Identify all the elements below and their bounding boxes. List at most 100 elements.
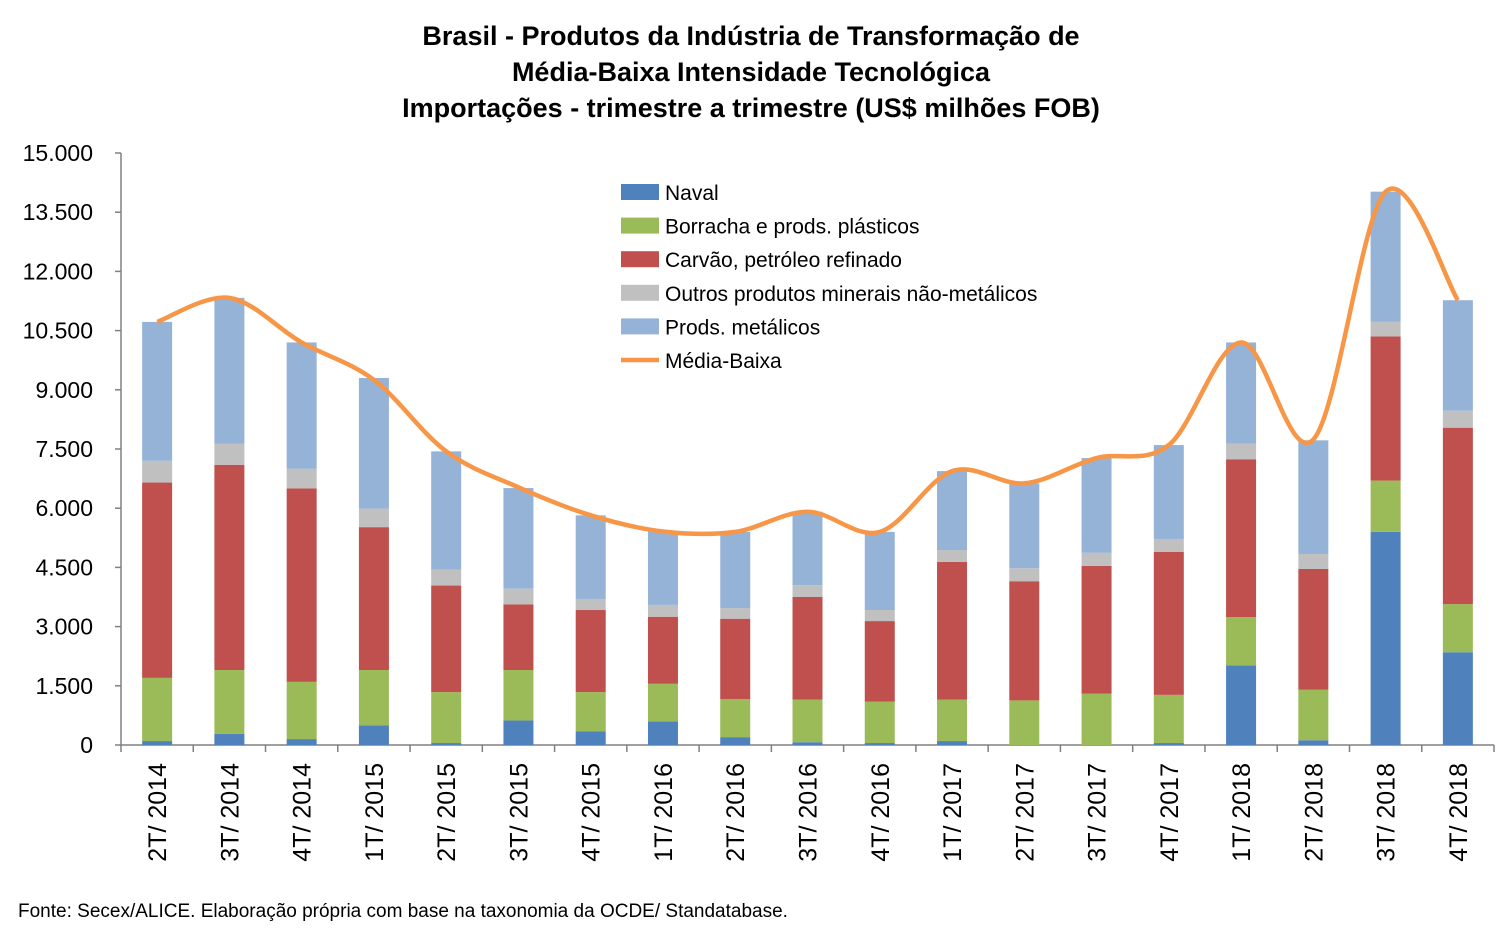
x-tick-label: 3T/ 2017 — [1084, 763, 1112, 862]
bar-segment — [720, 618, 751, 700]
bar-segment — [503, 588, 534, 605]
bar-segment — [1298, 740, 1329, 745]
bar-segment — [1153, 694, 1184, 744]
bar-segment — [1442, 427, 1473, 605]
bar-segment — [1298, 568, 1329, 690]
legend-label: Prods. metálicos — [665, 316, 820, 339]
bar-segment — [1153, 538, 1184, 553]
bar-segment — [1370, 480, 1401, 532]
y-tick-label: 3.000 — [35, 614, 93, 640]
chart-title: Brasil - Produtos da Indústria de Transf… — [0, 18, 1502, 126]
y-tick-label: 6.000 — [35, 495, 93, 521]
x-tick-label: 2T/ 2014 — [144, 763, 172, 862]
y-tick-label: 15.000 — [23, 140, 93, 166]
bar-segment — [1081, 458, 1112, 553]
bar-segment — [503, 488, 534, 589]
bar-segment — [214, 297, 245, 444]
bar-segment — [431, 569, 462, 586]
bar-segment — [1442, 604, 1473, 653]
y-tick-label: 7.500 — [35, 436, 93, 462]
bar-segment — [937, 741, 968, 745]
x-tick-label: 4T/ 2016 — [867, 763, 895, 862]
bar-segment — [286, 681, 317, 740]
bar-segment — [720, 531, 751, 609]
bar-segment — [358, 377, 389, 509]
bar-segment — [1298, 689, 1329, 741]
legend-label: Naval — [665, 182, 719, 205]
bar-segment — [1298, 553, 1329, 569]
bar-segment — [1298, 440, 1329, 554]
x-tick-label: 3T/ 2014 — [216, 763, 244, 862]
bar-segment — [1442, 300, 1473, 411]
legend-swatch — [621, 284, 659, 301]
bar-segment — [142, 460, 173, 483]
bar-segment — [503, 670, 534, 721]
bar-segment — [1081, 565, 1112, 694]
x-tick-label: 4T/ 2017 — [1156, 763, 1184, 862]
bar-segment — [720, 737, 751, 745]
bar-segment — [1153, 743, 1184, 745]
x-tick-label: 2T/ 2015 — [433, 763, 461, 862]
bar-segment — [575, 598, 606, 611]
bar-segment — [358, 670, 389, 726]
legend-label: Carvão, petróleo refinado — [665, 249, 902, 272]
bar-segment — [792, 511, 823, 586]
bar-segment — [647, 604, 678, 617]
x-tick-label: 3T/ 2016 — [795, 763, 823, 862]
bar-segment — [431, 692, 462, 744]
bar-segment — [1370, 531, 1401, 745]
x-tick-label: 4T/ 2015 — [578, 763, 606, 862]
bar-segment — [142, 321, 173, 461]
legend-label: Borracha e prods. plásticos — [665, 216, 919, 239]
bar-segment — [1081, 693, 1112, 745]
bar-segment — [937, 471, 968, 551]
bar-segment — [864, 743, 895, 745]
bar-segment — [575, 692, 606, 732]
x-tick-label: 1T/ 2018 — [1228, 763, 1256, 862]
bar-segment — [575, 610, 606, 693]
bar-segment — [1009, 568, 1040, 582]
bar-segment — [864, 531, 895, 611]
y-tick-label: 0 — [80, 732, 93, 758]
bar-segment — [792, 742, 823, 745]
bar-segment — [720, 699, 751, 738]
bar-segment — [1226, 342, 1257, 444]
x-tick-label: 1T/ 2015 — [361, 763, 389, 862]
bar-segment — [647, 683, 678, 722]
bar-segment — [647, 616, 678, 684]
bar-segment — [792, 699, 823, 743]
bar-segment — [792, 597, 823, 700]
bar-segment — [142, 677, 173, 742]
bar-segment — [431, 451, 462, 570]
y-tick-label: 9.000 — [35, 377, 93, 403]
bar-segment — [1442, 652, 1473, 745]
bar-segment — [864, 621, 895, 702]
x-tick-label: 2T/ 2016 — [722, 763, 750, 862]
bar-segment — [1009, 483, 1040, 569]
x-tick-label: 1T/ 2016 — [650, 763, 678, 862]
x-tick-label: 4T/ 2014 — [289, 763, 317, 862]
bar-segment — [864, 701, 895, 744]
bar-segment — [142, 741, 173, 745]
bar-segment — [1226, 665, 1257, 745]
chart-title-line-3: Importações - trimestre a trimestre (US$… — [402, 93, 1100, 123]
bar-segment — [358, 725, 389, 745]
bar-segment — [1226, 443, 1257, 460]
legend-label: Média-Baixa — [665, 350, 782, 373]
bar-segment — [214, 464, 245, 671]
x-tick-label: 2T/ 2017 — [1011, 763, 1039, 862]
y-tick-label: 12.000 — [23, 258, 93, 284]
bar-segment — [1153, 552, 1184, 695]
legend-swatch — [621, 217, 659, 234]
y-tick-label: 4.500 — [35, 554, 93, 580]
bar-segment — [575, 731, 606, 745]
bar-segment — [1370, 321, 1401, 337]
bar-segment — [864, 610, 895, 622]
bar-segment — [431, 743, 462, 745]
bar-segment — [286, 739, 317, 745]
y-tick-label: 13.500 — [23, 199, 93, 225]
legend-label: Outros produtos minerais não-metálicos — [665, 283, 1037, 306]
bar-segment — [431, 585, 462, 693]
y-tick-label: 10.500 — [23, 318, 93, 344]
